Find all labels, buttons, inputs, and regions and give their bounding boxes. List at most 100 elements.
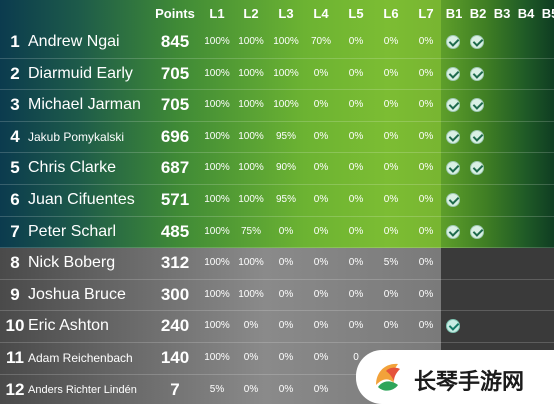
bonus-check-icon — [446, 98, 460, 113]
bonus-check-icon — [446, 193, 460, 207]
level-score-2: 75% — [240, 225, 261, 237]
level-score-2: 0% — [243, 352, 259, 363]
level-header-4: L4 — [313, 6, 329, 21]
level-score-5: 0 — [353, 352, 359, 363]
level-score-3: 0% — [278, 257, 294, 269]
level-score-7: 0% — [418, 99, 434, 111]
level-score-4: 0% — [313, 130, 329, 142]
rank-number: 11 — [6, 348, 24, 367]
level-score-2: 100% — [238, 36, 264, 47]
player-name: Jakub Pomykalski — [28, 129, 125, 144]
level-score-1: 100% — [204, 352, 230, 363]
level-score-3: 0% — [278, 320, 294, 332]
level-score-5: 0% — [348, 194, 364, 205]
level-score-3: 0% — [278, 225, 294, 237]
row-divider — [0, 278, 554, 280]
level-score-1: 100% — [204, 288, 230, 300]
player-points: 845 — [160, 32, 190, 51]
row-divider — [0, 89, 554, 91]
level-score-7: 0% — [418, 225, 434, 237]
level-score-3: 90% — [275, 162, 296, 174]
player-points: 7 — [170, 379, 180, 399]
level-score-7: 0% — [418, 288, 434, 300]
level-score-6: 0% — [383, 225, 399, 237]
level-header-3: L3 — [278, 6, 294, 21]
level-score-2: 100% — [238, 130, 264, 142]
level-score-1: 100% — [204, 130, 230, 142]
level-score-2: 100% — [238, 194, 264, 205]
level-score-4: 0% — [313, 288, 329, 300]
row-divider — [0, 215, 554, 217]
row-divider — [0, 120, 554, 122]
level-score-5: 0% — [348, 130, 364, 142]
player-name: Adam Reichenbach — [28, 351, 133, 365]
player-points: 300 — [160, 284, 190, 304]
level-score-2: 100% — [238, 288, 264, 300]
level-score-4: 0% — [313, 383, 329, 395]
level-score-5: 0% — [348, 225, 364, 237]
rank-number: 8 — [10, 253, 20, 273]
level-score-6: 0% — [383, 320, 399, 332]
level-score-4: 0% — [313, 67, 329, 79]
level-score-4: 70% — [310, 36, 331, 47]
level-score-3: 95% — [275, 194, 296, 205]
player-name: Nick Boberg — [28, 254, 116, 272]
player-points: 705 — [160, 95, 190, 115]
level-score-2: 100% — [238, 67, 264, 79]
level-score-3: 0% — [278, 383, 294, 395]
level-score-7: 0% — [418, 36, 434, 47]
rank-number: 9 — [10, 284, 20, 304]
rank-number: 4 — [10, 126, 20, 146]
level-score-2: 0% — [243, 320, 259, 332]
level-score-1: 100% — [204, 194, 230, 205]
level-score-3: 95% — [275, 130, 296, 142]
level-score-5: 0% — [348, 257, 364, 269]
row-divider — [0, 342, 554, 343]
row-divider — [0, 57, 554, 59]
row-divider — [0, 247, 554, 249]
level-score-6: 0% — [383, 130, 399, 142]
watermark-logo-icon — [369, 358, 407, 396]
level-score-7: 0% — [418, 67, 434, 79]
level-score-4: 0% — [313, 352, 329, 363]
row-divider — [0, 310, 554, 312]
player-name: Andrew Ngai — [28, 33, 120, 50]
level-score-1: 100% — [204, 99, 230, 111]
player-points: 705 — [160, 63, 190, 83]
level-header-2: L2 — [243, 6, 259, 21]
bonus-check-icon — [446, 66, 460, 81]
level-score-4: 0% — [313, 320, 329, 332]
bonus-check-icon — [470, 224, 484, 239]
level-header-1: L1 — [209, 6, 225, 21]
watermark: 长琴手游网 — [356, 350, 554, 404]
rank-number: 3 — [10, 95, 20, 115]
row-divider — [0, 184, 554, 185]
level-score-5: 0% — [348, 288, 364, 300]
level-score-3: 0% — [278, 352, 294, 363]
player-points: 571 — [160, 190, 190, 209]
rank-number: 10 — [5, 316, 25, 336]
player-name: Joshua Bruce — [28, 285, 126, 303]
player-points: 687 — [160, 158, 190, 178]
level-score-1: 100% — [204, 36, 230, 47]
bonus-check-icon — [470, 129, 484, 144]
level-score-1: 100% — [204, 225, 230, 237]
watermark-text: 长琴手游网 — [414, 370, 525, 395]
level-score-7: 0% — [418, 130, 434, 142]
level-score-3: 100% — [273, 67, 299, 79]
bonus-header-5: B5 — [541, 6, 554, 21]
player-name: Chris Clarke — [28, 159, 117, 177]
player-name: Eric Ashton — [28, 317, 109, 335]
bonus-check-icon — [446, 35, 460, 49]
level-score-6: 0% — [383, 162, 399, 174]
player-points: 140 — [160, 348, 190, 367]
rank-number: 12 — [5, 379, 25, 399]
level-score-5: 0% — [348, 162, 364, 174]
level-score-5: 0% — [348, 99, 364, 111]
level-score-4: 0% — [313, 257, 329, 269]
player-points: 240 — [160, 316, 190, 336]
level-score-1: 100% — [204, 162, 230, 174]
player-name: Juan Cifuentes — [28, 191, 135, 208]
level-score-6: 0% — [383, 67, 399, 79]
bonus-header-3: B3 — [493, 6, 511, 21]
